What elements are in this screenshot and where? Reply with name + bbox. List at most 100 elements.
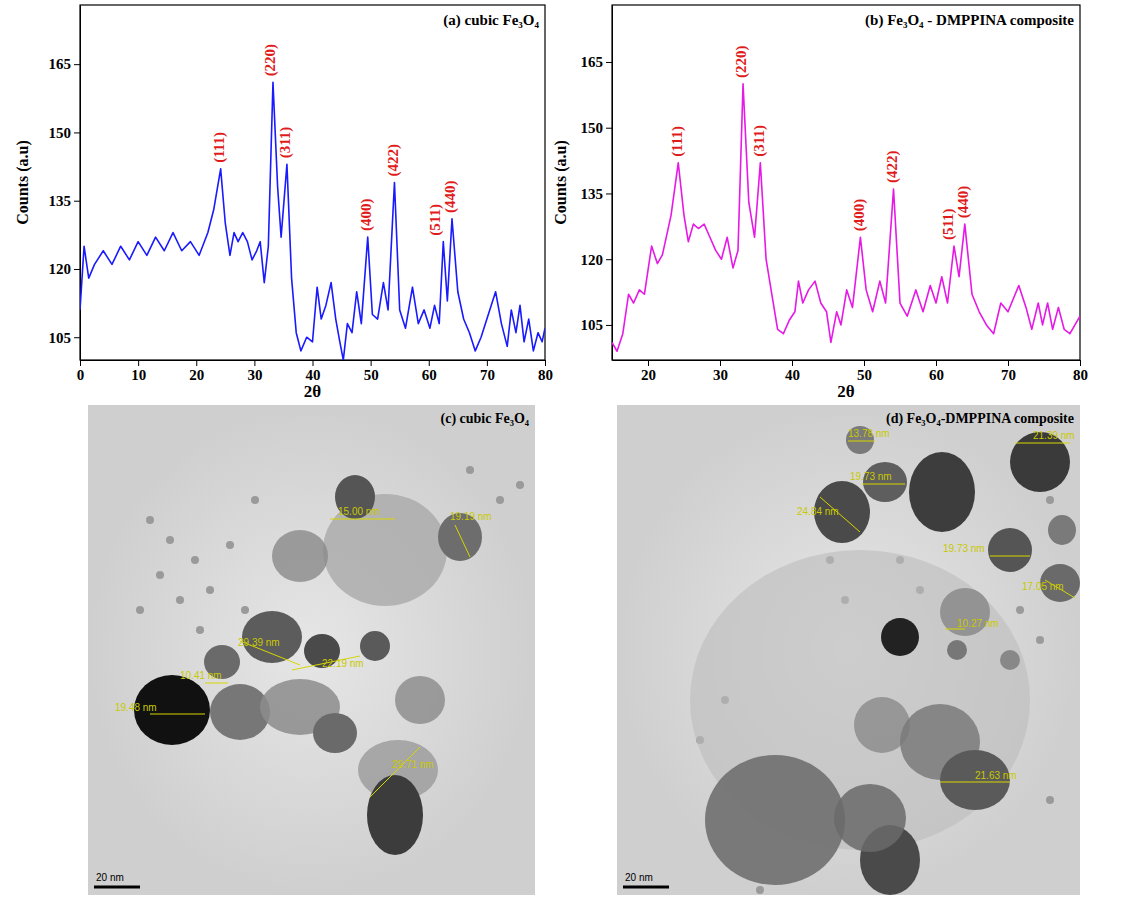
x-tick-mark: [429, 360, 430, 366]
y-tick: 135: [581, 186, 613, 202]
y-axis: 105120135150165: [49, 6, 81, 361]
measure-line: [455, 525, 470, 557]
x-tick-label: 0: [77, 367, 85, 383]
small-particle: [756, 886, 764, 894]
small-particle: [196, 626, 204, 634]
y-tick-mark: [74, 269, 80, 270]
chart-title: (b) Fe₃O₄ - DMPPINA composite: [865, 12, 1074, 29]
particle: [323, 494, 447, 606]
x-tick-label: 70: [480, 367, 495, 383]
peak-label: (440): [955, 186, 972, 219]
measure-label: 21.39 nm: [1033, 430, 1075, 441]
x-tick: 30: [713, 360, 728, 383]
y-tick-label: 105: [49, 330, 72, 346]
x-tick: 80: [538, 360, 553, 383]
x-tick: 20: [641, 360, 656, 383]
y-tick-label: 135: [581, 186, 604, 202]
measure-line: [205, 683, 228, 684]
scale-bar-label: 20 nm: [625, 872, 653, 883]
tem-background: [617, 405, 1080, 895]
scale-bar: [94, 886, 140, 889]
x-axis-line: [613, 360, 1081, 361]
x-tick-mark: [864, 360, 865, 366]
particle: [705, 755, 845, 885]
particle: [1010, 432, 1070, 492]
xrd-line: [612, 84, 1080, 351]
y-tick-label: 150: [581, 120, 604, 136]
small-particle: [1016, 606, 1024, 614]
x-tick-mark: [313, 360, 314, 366]
x-tick: 60: [422, 360, 437, 383]
x-tick-mark: [1008, 360, 1009, 366]
x-tick-mark: [545, 360, 546, 366]
small-particle: [516, 481, 524, 489]
y-axis-title: Counts (a.u): [14, 140, 32, 224]
x-tick-mark: [487, 360, 488, 366]
peak-label: (111): [211, 132, 228, 163]
particle: [395, 676, 445, 724]
y-tick: 150: [49, 125, 81, 141]
x-tick: 60: [929, 360, 944, 383]
x-tick-label: 50: [364, 367, 379, 383]
x-tick: 40: [306, 360, 321, 383]
measure-label: 29.39 nm: [238, 637, 280, 648]
y-tick: 135: [49, 193, 81, 209]
peak-label: (422): [884, 151, 901, 184]
y-tick-mark: [606, 128, 612, 129]
x-tick-label: 80: [1073, 367, 1088, 383]
x-tick: 70: [1001, 360, 1016, 383]
measure-label: 29.71 nm: [392, 759, 434, 770]
y-axis-line: [612, 6, 613, 361]
measure-label: 17.05 nm: [1022, 581, 1064, 592]
x-tick-mark: [196, 360, 197, 366]
small-particle: [166, 536, 174, 544]
plot-frame: [80, 5, 545, 360]
small-particle: [251, 496, 259, 504]
xrd-line: [80, 82, 545, 360]
y-axis: 105120135150165: [581, 6, 613, 361]
y-tick-label: 105: [581, 317, 604, 333]
x-axis: 20 30 40 50 60 70 80: [613, 360, 1089, 383]
peak-label: (400): [851, 199, 868, 232]
y-tick: 120: [581, 251, 613, 267]
figure: 0 10 20 30 40 50 60 70 80 105 120 135 150 165 2θ Counts…: [0, 0, 1130, 901]
x-tick-label: 60: [422, 367, 437, 383]
measure-label: 19.73 nm: [943, 543, 985, 554]
measure-label: 13.78 nm: [848, 428, 890, 439]
peak-label: (400): [358, 199, 375, 232]
measure-label: 24.84 nm: [797, 506, 839, 517]
particle: [909, 452, 975, 532]
x-tick: 20: [189, 360, 204, 383]
particle: [881, 618, 919, 656]
small-particle: [1036, 636, 1044, 644]
peak-label: (220): [733, 45, 750, 78]
x-tick-label: 10: [131, 367, 146, 383]
measure-label: 21.63 nm: [975, 770, 1017, 781]
y-tick-label: 150: [49, 125, 72, 141]
scale-bar: [623, 886, 669, 889]
particle: [834, 784, 906, 852]
measure-label: 10.27 nm: [957, 618, 999, 629]
x-axis-title: 2θ: [837, 382, 855, 401]
x-tick-mark: [648, 360, 649, 366]
measure-label: 19.48 nm: [115, 702, 157, 713]
particle: [1048, 515, 1076, 545]
x-tick: 50: [857, 360, 872, 383]
x-tick: 40: [785, 360, 800, 383]
x-tick-mark: [138, 360, 139, 366]
y-tick-label: 165: [49, 56, 72, 72]
small-particle: [496, 496, 504, 504]
y-tick-mark: [606, 325, 612, 326]
small-particle: [241, 606, 249, 614]
x-tick-label: 20: [189, 367, 204, 383]
particle: [988, 528, 1032, 572]
measure-line: [990, 556, 1030, 557]
y-tick-mark: [74, 337, 80, 338]
y-tick-label: 135: [49, 193, 72, 209]
y-tick-mark: [606, 259, 612, 260]
x-tick: 70: [480, 360, 495, 383]
tem-panel: 13.78 nm 21.39 nm 19.73 nm 24.84 nm 19.73 nm…: [617, 405, 1080, 895]
measure-label: 19.73 nm: [850, 471, 892, 482]
particle: [367, 775, 423, 855]
measure-label: 10.41 nm: [180, 670, 222, 681]
